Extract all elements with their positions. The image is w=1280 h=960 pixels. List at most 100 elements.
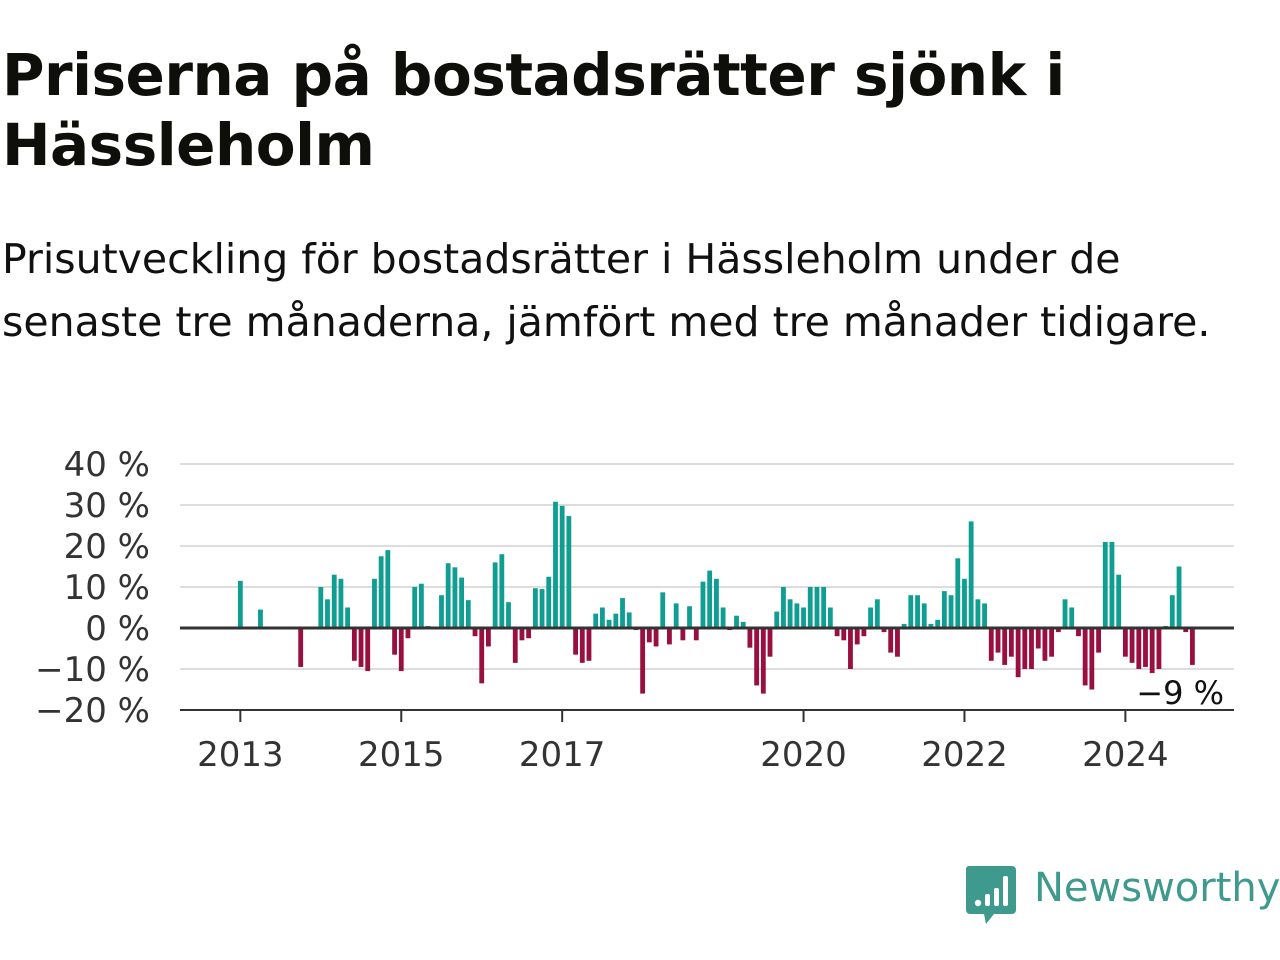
bar bbox=[512, 628, 518, 663]
bar bbox=[351, 628, 357, 661]
bar bbox=[1189, 628, 1195, 665]
bar bbox=[754, 628, 760, 686]
bar bbox=[1129, 628, 1135, 663]
bar bbox=[848, 628, 853, 669]
bar bbox=[814, 587, 820, 628]
bar bbox=[1102, 541, 1108, 628]
bar bbox=[868, 607, 873, 628]
bar bbox=[968, 521, 974, 628]
bars bbox=[237, 501, 1195, 694]
y-tick-label: 0 % bbox=[85, 609, 150, 649]
bar bbox=[492, 562, 498, 628]
y-tick-label: 30 % bbox=[64, 486, 150, 526]
bar bbox=[646, 628, 652, 643]
bar bbox=[1183, 628, 1189, 633]
bar bbox=[593, 613, 599, 628]
x-axis-ticks: 2013 2015 2017 2020 2022 2024 bbox=[180, 709, 1234, 775]
bar bbox=[465, 600, 471, 628]
bar bbox=[358, 628, 364, 667]
bar bbox=[841, 628, 847, 641]
bar bbox=[365, 628, 371, 672]
y-tick-label: −10 % bbox=[35, 650, 150, 690]
chart-title: Priserna på bostadsrätter sjönk i Hässle… bbox=[2, 41, 1065, 179]
bar bbox=[760, 628, 766, 694]
bar bbox=[982, 603, 987, 628]
bar bbox=[325, 599, 330, 628]
bar bbox=[874, 599, 880, 628]
bar bbox=[445, 563, 451, 628]
bar bbox=[1169, 595, 1175, 628]
bar bbox=[378, 556, 384, 628]
bar bbox=[921, 603, 927, 628]
bar-chart: −20 %−10 %0 %10 %20 %30 %40 % 2013 2015 20… bbox=[35, 445, 1234, 775]
bar bbox=[258, 609, 263, 628]
bar bbox=[794, 603, 800, 628]
bar bbox=[1002, 628, 1008, 665]
bar bbox=[747, 628, 753, 648]
bar bbox=[734, 615, 739, 628]
bar bbox=[392, 628, 397, 655]
bar bbox=[861, 628, 867, 637]
bar bbox=[955, 558, 961, 628]
bar bbox=[935, 619, 941, 628]
bar bbox=[640, 628, 646, 694]
bar bbox=[298, 628, 304, 667]
bar bbox=[975, 599, 981, 628]
x-tick-label: 2017 bbox=[519, 735, 606, 775]
bar bbox=[586, 628, 592, 661]
bar bbox=[687, 606, 692, 628]
bar bbox=[928, 623, 934, 628]
bar bbox=[767, 628, 773, 657]
bar bbox=[412, 587, 418, 628]
bar bbox=[385, 550, 391, 628]
bar bbox=[539, 589, 545, 628]
bar bbox=[895, 628, 900, 657]
bar bbox=[781, 587, 786, 628]
bar bbox=[1049, 628, 1055, 657]
bar bbox=[881, 628, 887, 633]
bar bbox=[713, 578, 719, 628]
y-axis-ticks: −20 %−10 %0 %10 %20 %30 %40 % bbox=[35, 445, 150, 731]
x-tick-label: 2015 bbox=[358, 735, 445, 775]
bar bbox=[526, 628, 532, 639]
x-tick-label: 2024 bbox=[1082, 735, 1169, 775]
bar bbox=[1042, 628, 1048, 661]
bar bbox=[613, 613, 619, 628]
bar bbox=[1122, 628, 1128, 657]
bar bbox=[485, 628, 491, 647]
bar bbox=[1136, 628, 1142, 669]
bar bbox=[1156, 628, 1162, 669]
bar bbox=[606, 619, 612, 628]
bar bbox=[345, 607, 351, 628]
x-tick-label: 2022 bbox=[921, 735, 1008, 775]
bar bbox=[519, 628, 525, 641]
bar bbox=[626, 612, 632, 628]
bar bbox=[693, 628, 699, 641]
bar bbox=[1029, 628, 1034, 669]
newsworthy-chart-icon bbox=[965, 866, 1016, 924]
bar bbox=[1008, 628, 1014, 657]
gridlines bbox=[180, 463, 1234, 711]
bar bbox=[1055, 628, 1061, 633]
bar bbox=[439, 595, 444, 628]
bar bbox=[834, 628, 840, 637]
y-tick-label: 40 % bbox=[64, 445, 150, 485]
bar bbox=[854, 628, 860, 645]
bar bbox=[372, 578, 377, 628]
bar bbox=[566, 516, 572, 628]
bar bbox=[660, 592, 666, 628]
bar bbox=[1069, 607, 1075, 628]
bar bbox=[479, 628, 485, 684]
bar bbox=[888, 628, 894, 653]
newsworthy-logo: Newsworthy bbox=[964, 862, 1280, 926]
bar bbox=[532, 588, 538, 628]
bar bbox=[1096, 628, 1102, 653]
bar bbox=[801, 607, 806, 628]
bar bbox=[787, 599, 793, 628]
bar bbox=[237, 580, 243, 628]
bar bbox=[1109, 541, 1115, 628]
bar bbox=[546, 576, 552, 628]
bar bbox=[908, 595, 914, 628]
bar bbox=[1076, 628, 1081, 637]
bar bbox=[559, 505, 565, 628]
